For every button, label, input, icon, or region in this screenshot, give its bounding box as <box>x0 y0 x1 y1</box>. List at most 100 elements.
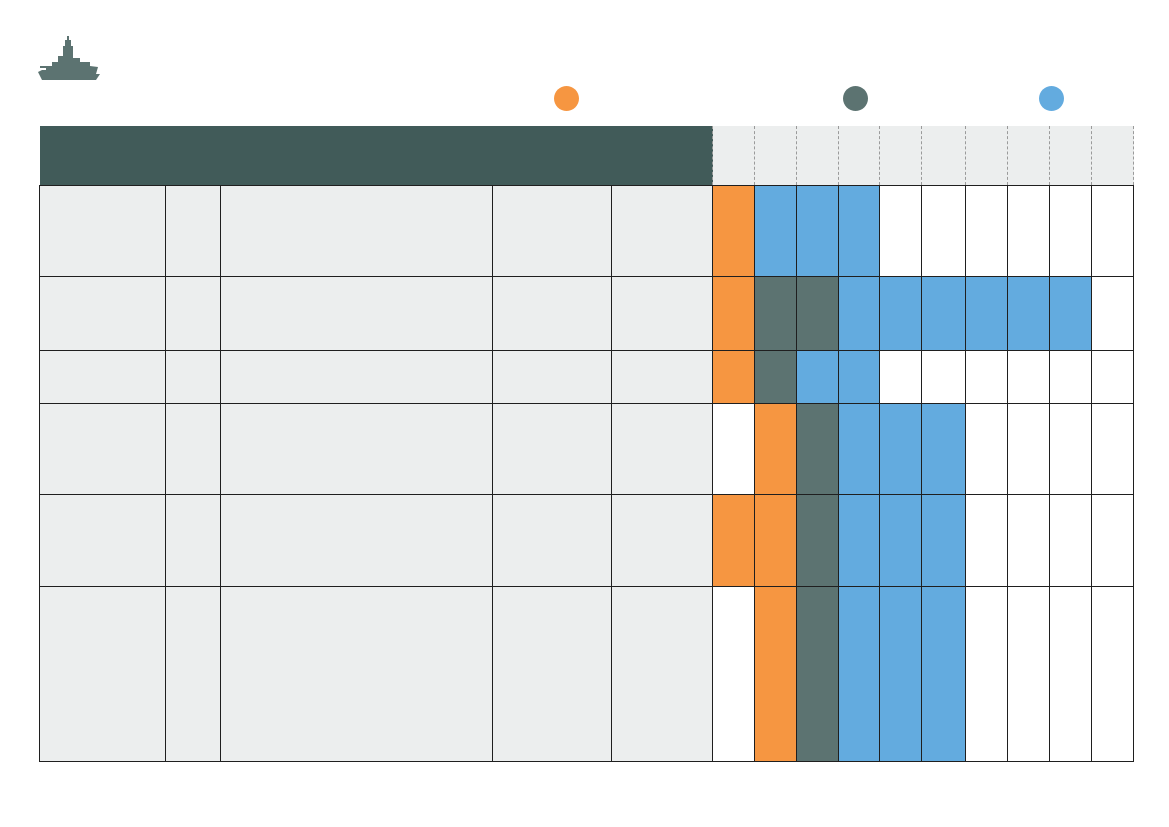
timeline-empty-cell <box>965 184 1009 277</box>
timeline-empty-cell <box>1007 493 1051 587</box>
legend-dot-blue <box>1039 86 1064 111</box>
info-cell <box>610 493 714 587</box>
timeline-empty-cell <box>921 184 967 277</box>
info-cell <box>492 585 612 762</box>
timeline-column-header <box>879 126 923 185</box>
legend-dot-orange <box>554 86 579 111</box>
timeline-bar-segment <box>921 585 967 762</box>
timeline-bar-segment <box>712 184 756 277</box>
info-cell <box>39 585 166 762</box>
info-cell <box>492 349 612 404</box>
timeline-bar-segment <box>712 349 756 404</box>
timeline-empty-cell <box>1049 184 1093 277</box>
timeline-bar-segment <box>1007 275 1051 351</box>
timeline-bar-segment <box>921 402 967 495</box>
info-cell <box>610 184 714 277</box>
table-row <box>39 349 1135 404</box>
timeline-column-header <box>712 126 756 185</box>
timeline-empty-cell <box>712 402 756 495</box>
timeline-bar-segment <box>796 585 840 762</box>
info-cell <box>220 275 493 351</box>
info-cell <box>610 402 714 495</box>
info-cell <box>220 349 493 404</box>
timeline-empty-cell <box>1007 184 1051 277</box>
timeline-empty-cell <box>965 585 1009 762</box>
info-cell <box>165 184 221 277</box>
timeline-empty-cell <box>1007 402 1051 495</box>
timeline-empty-cell <box>965 493 1009 587</box>
timeline-bar-segment <box>796 402 840 495</box>
timeline-bar-segment <box>754 402 798 495</box>
timeline-empty-cell <box>965 402 1009 495</box>
table-row <box>39 184 1135 277</box>
timeline-empty-cell <box>965 349 1009 404</box>
timeline-bar-segment <box>838 402 881 495</box>
timeline-bar-segment <box>965 275 1009 351</box>
table-row <box>39 275 1135 351</box>
info-cell <box>220 184 493 277</box>
timeline-bar-segment <box>921 493 967 587</box>
timeline-empty-cell <box>1091 349 1135 404</box>
info-cell <box>39 493 166 587</box>
info-cell <box>165 349 221 404</box>
info-cell <box>165 402 221 495</box>
timeline-bar-segment <box>754 184 798 277</box>
timeline-empty-cell <box>1091 402 1135 495</box>
timeline-empty-cell <box>1091 585 1135 762</box>
timeline-empty-cell <box>1091 184 1135 277</box>
timeline-bar-segment <box>838 184 881 277</box>
info-cell <box>610 585 714 762</box>
timeline-bar-segment <box>879 493 923 587</box>
timeline-column-header <box>796 126 840 185</box>
info-cell <box>165 275 221 351</box>
timeline-bar-segment <box>796 275 840 351</box>
timeline-empty-cell <box>1007 585 1051 762</box>
timeline-empty-cell <box>712 585 756 762</box>
timeline-bar-segment <box>838 493 881 587</box>
timeline-bar-segment <box>796 184 840 277</box>
timeline-bar-segment <box>754 349 798 404</box>
timeline-bar-segment <box>879 585 923 762</box>
timeline-empty-cell <box>1049 493 1093 587</box>
timeline-empty-cell <box>1049 349 1093 404</box>
info-cell <box>39 184 166 277</box>
timeline-bar-segment <box>712 493 756 587</box>
timeline-empty-cell <box>1049 402 1093 495</box>
legend-dot-slate <box>843 86 868 111</box>
info-cell <box>492 275 612 351</box>
timeline-empty-cell <box>1049 585 1093 762</box>
warship-icon <box>38 36 100 80</box>
info-cell <box>610 275 714 351</box>
info-cell <box>165 585 221 762</box>
timeline-column-header <box>1007 126 1051 185</box>
timeline-empty-cell <box>1007 349 1051 404</box>
info-cell <box>220 493 493 587</box>
info-cell <box>39 275 166 351</box>
info-cell <box>610 349 714 404</box>
timeline-empty-cell <box>879 184 923 277</box>
timeline-empty-cell <box>921 349 967 404</box>
info-cell <box>492 493 612 587</box>
table-row <box>39 402 1135 495</box>
timeline-empty-cell <box>879 349 923 404</box>
schedule-table <box>39 126 1135 762</box>
timeline-column-header <box>838 126 881 185</box>
timeline-bar-segment <box>879 402 923 495</box>
timeline-bar-segment <box>1049 275 1093 351</box>
timeline-column-header <box>921 126 967 185</box>
timeline-column-header <box>1049 126 1093 185</box>
info-cell <box>165 493 221 587</box>
timeline-bar-segment <box>838 349 881 404</box>
timeline-bar-segment <box>754 275 798 351</box>
info-cell <box>39 402 166 495</box>
info-cell <box>492 402 612 495</box>
timeline-empty-cell <box>1091 493 1135 587</box>
timeline-empty-cell <box>1091 275 1135 351</box>
header-band <box>39 126 713 185</box>
info-cell <box>492 184 612 277</box>
timeline-bar-segment <box>879 275 923 351</box>
timeline-column-header <box>1091 126 1135 185</box>
timeline-column-header <box>754 126 798 185</box>
schedule-grid <box>39 126 1135 762</box>
timeline-bar-segment <box>838 275 881 351</box>
